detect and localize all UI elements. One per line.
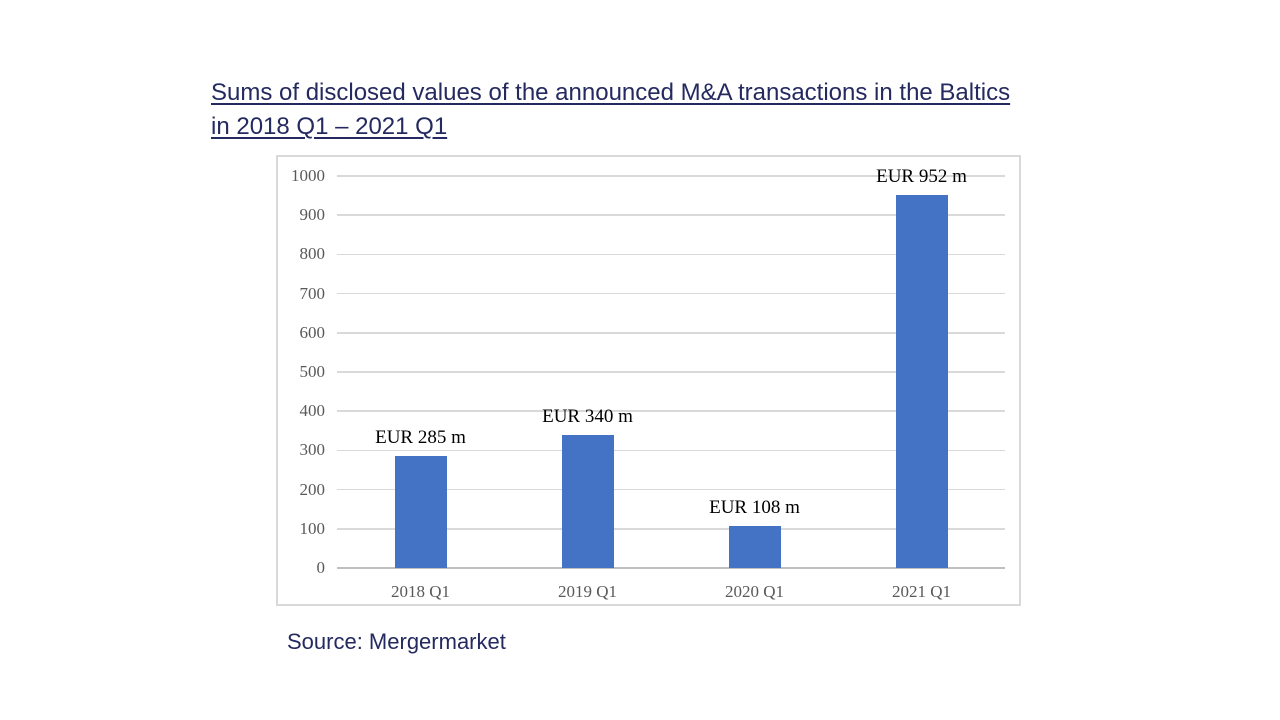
gridline xyxy=(337,332,1005,334)
bar-2018-q1 xyxy=(394,456,447,568)
y-axis-tick-label: 800 xyxy=(299,244,326,264)
bar-value-label-2020-q1: EUR 108 m xyxy=(709,496,800,518)
page-title: Sums of disclosed values of the announce… xyxy=(211,76,1010,144)
gridline xyxy=(337,488,1005,491)
x-axis-label-2018-q1: 2018 Q1 xyxy=(390,582,451,601)
y-axis-tick-label: 900 xyxy=(299,205,326,225)
x-axis-label-2019-q1: 2019 Q1 xyxy=(557,582,618,601)
source-caption: Source: Mergermarket xyxy=(287,629,506,654)
bar-2020-q1 xyxy=(728,525,781,568)
gridline xyxy=(337,253,1005,256)
page-title-line-1: Sums of disclosed values of the announce… xyxy=(211,79,1011,106)
y-axis-tick-label: 200 xyxy=(299,479,326,499)
y-axis-tick-label: 400 xyxy=(299,401,326,421)
bar-2019-q1 xyxy=(561,434,614,568)
gridline xyxy=(337,371,1005,373)
x-axis-label-2021-q1: 2021 Q1 xyxy=(891,582,952,601)
bar-value-label-2018-q1: EUR 285 m xyxy=(375,427,466,449)
bar-chart: 0 100 200 300 400 500 600 700 800 900 1000 EUR 285 … xyxy=(276,155,1021,606)
y-axis-tick-label: 500 xyxy=(299,362,326,381)
gridline xyxy=(337,175,1005,177)
bar-value-label-2021-q1: EUR 952 m xyxy=(876,165,967,187)
x-axis-baseline xyxy=(337,567,1005,569)
y-axis-tick-label: 700 xyxy=(299,283,326,303)
y-axis-tick-label: 0 xyxy=(316,558,326,577)
page-title-line-2: in 2018 Q1 – 2021 Q1 xyxy=(211,113,448,140)
gridline xyxy=(337,528,1005,530)
gridline xyxy=(337,449,1005,452)
bar-value-label-2019-q1: EUR 340 m xyxy=(542,405,633,427)
y-axis-tick-label: 1000 xyxy=(291,166,325,185)
gridline xyxy=(337,292,1005,295)
bar-2021-q1 xyxy=(895,194,948,568)
y-axis-tick-label: 300 xyxy=(299,440,326,460)
gridline xyxy=(337,214,1005,216)
gridline xyxy=(337,410,1005,412)
x-axis-label-2020-q1: 2020 Q1 xyxy=(724,582,785,601)
y-axis-tick-label: 600 xyxy=(299,322,326,342)
y-axis-tick-label: 100 xyxy=(299,518,326,538)
